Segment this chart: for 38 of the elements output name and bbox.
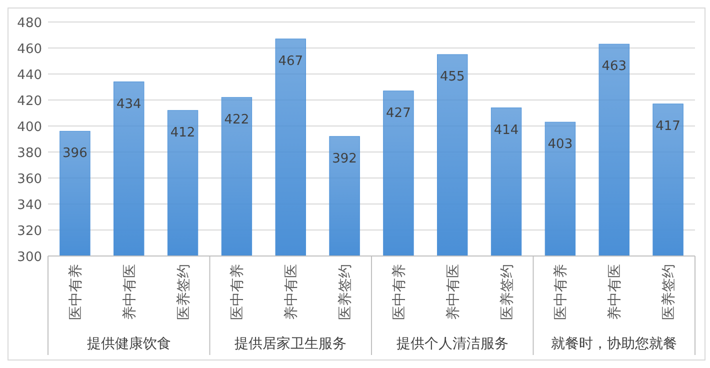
data-label: 422 xyxy=(224,112,250,128)
x-tick-label: 医中有养 xyxy=(391,264,408,320)
data-label: 434 xyxy=(116,96,142,112)
text: 提供居家卫生服务 xyxy=(234,336,347,352)
x-tick-label: 医养签约 xyxy=(338,264,354,320)
y-tick-label: 340 xyxy=(17,198,42,213)
x-tick-label: 医中有养 xyxy=(68,264,84,320)
x-tick-label: 养中有医 xyxy=(445,264,462,320)
y-tick-label: 300 xyxy=(17,250,42,265)
text: 就餐时，协助您就餐 xyxy=(551,336,678,352)
y-tick-label: 320 xyxy=(17,224,42,239)
x-tick-label: 医养签约 xyxy=(661,264,678,320)
x-tick-label: 医养签约 xyxy=(176,264,192,320)
data-label: 467 xyxy=(278,54,304,69)
text: 提供个人清洁服务 xyxy=(396,336,508,352)
data-label: 463 xyxy=(602,59,627,74)
data-label: 392 xyxy=(332,151,357,166)
data-label: 417 xyxy=(656,118,680,134)
x-tick-label: 养中有医 xyxy=(284,264,300,320)
y-tick-label: 420 xyxy=(17,94,42,109)
data-label: 427 xyxy=(386,106,411,121)
data-label: 414 xyxy=(494,122,519,138)
x-tick-label: 养中有医 xyxy=(607,264,624,320)
y-tick-label: 460 xyxy=(17,42,42,57)
y-tick-label: 360 xyxy=(17,172,42,187)
y-tick-label: 380 xyxy=(17,146,42,161)
x-tick-label: 养中有医 xyxy=(122,264,138,320)
x-tick-label: 医养签约 xyxy=(499,264,516,320)
y-tick-label: 400 xyxy=(17,120,42,135)
x-tick-label: 医中有养 xyxy=(230,264,246,320)
x-tick-label: 医中有养 xyxy=(553,264,570,320)
data-label: 412 xyxy=(170,125,196,140)
text: 提供健康饮食 xyxy=(86,336,171,352)
data-label: 396 xyxy=(62,146,88,162)
y-tick-label: 440 xyxy=(17,68,42,83)
data-label: 455 xyxy=(440,70,465,84)
y-tick-label: 480 xyxy=(17,16,42,31)
data-label: 403 xyxy=(548,137,573,152)
